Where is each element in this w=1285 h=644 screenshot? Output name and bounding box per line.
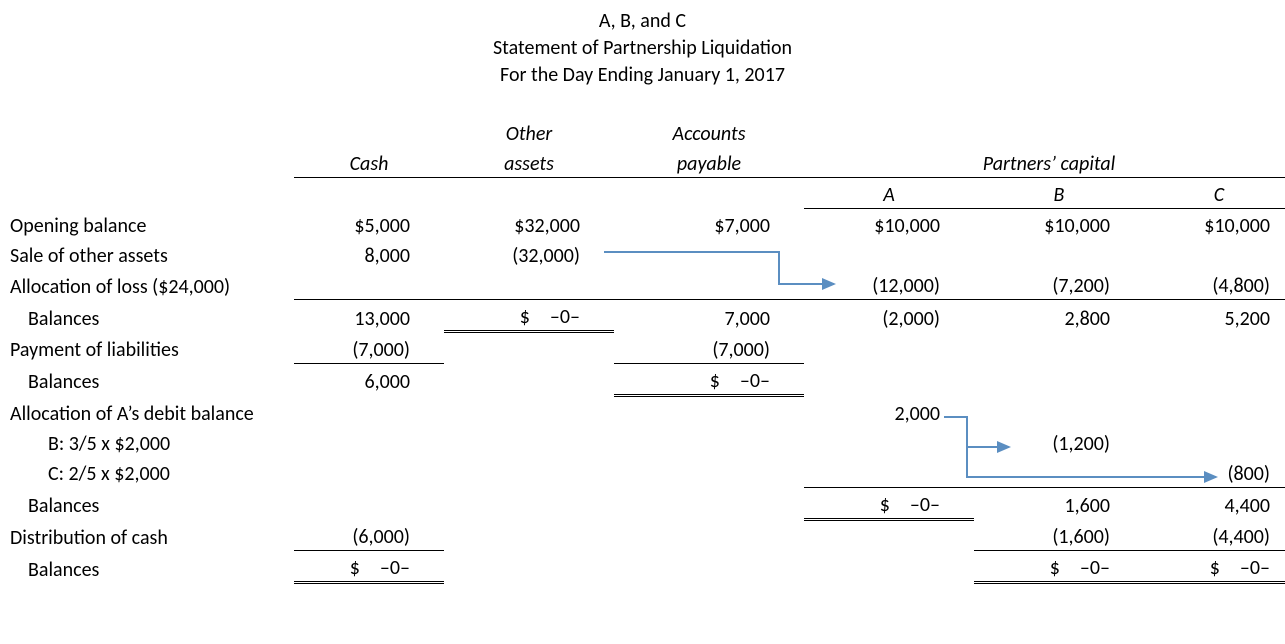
B: 2,800 xyxy=(974,300,1144,332)
row-pay-liab: Payment of liabilities (7,000) (7,000) xyxy=(4,332,1285,364)
A: $ –0– xyxy=(804,487,974,519)
C: (800) xyxy=(1144,457,1285,488)
col-ap-l1: Accounts xyxy=(614,117,804,147)
col-partners-capital: Partners’ capital xyxy=(804,147,1285,178)
row-dist: Distribution of cash (6,000) (1,600) (4,… xyxy=(4,519,1285,551)
cash: 8,000 xyxy=(294,239,444,269)
ap: 7,000 xyxy=(614,300,804,332)
header-line-2: Statement of Partnership Liquidation xyxy=(4,35,1281,62)
label: Sale of other assets xyxy=(4,239,294,269)
row-bal4: Balances $ –0– $ –0– $ –0– xyxy=(4,551,1285,583)
C: $10,000 xyxy=(1144,209,1285,240)
col-other-assets-l1: Other xyxy=(444,117,614,147)
col-B: B xyxy=(974,178,1144,209)
C: $ –0– xyxy=(1144,551,1285,583)
cash: 6,000 xyxy=(294,363,444,395)
label: B: 3/5 x $2,000 xyxy=(4,427,294,457)
col-other-assets-l2: assets xyxy=(444,147,614,178)
cash: 13,000 xyxy=(294,300,444,332)
row-alloc-B: B: 3/5 x $2,000 (1,200) xyxy=(4,427,1285,457)
A: $10,000 xyxy=(804,209,974,240)
other: (32,000) xyxy=(444,239,614,269)
A: (2,000) xyxy=(804,300,974,332)
cash: (7,000) xyxy=(294,332,444,364)
B: (1,600) xyxy=(974,519,1144,551)
row-opening: Opening balance $5,000 $32,000 $7,000 $1… xyxy=(4,209,1285,240)
cash: (6,000) xyxy=(294,519,444,551)
row-alloc-C: C: 2/5 x $2,000 (800) xyxy=(4,457,1285,488)
label: Allocation of A’s debit balance xyxy=(4,395,294,427)
ap: $ –0– xyxy=(614,363,804,395)
col-header-row-1: Other Accounts xyxy=(4,117,1285,147)
B: $10,000 xyxy=(974,209,1144,240)
ap: $7,000 xyxy=(614,209,804,240)
header-line-3: For the Day Ending January 1, 2017 xyxy=(4,62,1281,89)
other: $32,000 xyxy=(444,209,614,240)
C: (4,400) xyxy=(1144,519,1285,551)
other: $ –0– xyxy=(444,300,614,332)
label: Balances xyxy=(4,487,294,519)
label: Allocation of loss ($24,000) xyxy=(4,269,294,300)
A: (12,000) xyxy=(804,269,974,300)
ap: (7,000) xyxy=(614,332,804,364)
label: Opening balance xyxy=(4,209,294,240)
col-C: C xyxy=(1144,178,1285,209)
C: 4,400 xyxy=(1144,487,1285,519)
label: Balances xyxy=(4,300,294,332)
row-sale: Sale of other assets 8,000 (32,000) xyxy=(4,239,1285,269)
col-header-row-2: Cash assets payable Partners’ capital xyxy=(4,147,1285,178)
row-alloc-A: Allocation of A’s debit balance 2,000 xyxy=(4,395,1285,427)
B: (1,200) xyxy=(974,427,1144,457)
col-ap-l2: payable xyxy=(614,147,804,178)
label: C: 2/5 x $2,000 xyxy=(4,457,294,488)
A: 2,000 xyxy=(804,395,974,427)
header-line-1: A, B, and C xyxy=(4,8,1281,35)
row-bal1: Balances 13,000 $ –0– 7,000 (2,000) 2,80… xyxy=(4,300,1285,332)
label: Payment of liabilities xyxy=(4,332,294,364)
row-alloc-loss: Allocation of loss ($24,000) (12,000) (7… xyxy=(4,269,1285,300)
liquidation-table: Other Accounts Cash assets payable Partn… xyxy=(4,117,1285,584)
label: Balances xyxy=(4,363,294,395)
B: (7,200) xyxy=(974,269,1144,300)
statement-table-wrap: Other Accounts Cash assets payable Partn… xyxy=(4,117,1281,584)
row-bal3: Balances $ –0– 1,600 4,400 xyxy=(4,487,1285,519)
col-A: A xyxy=(804,178,974,209)
statement-header: A, B, and C Statement of Partnership Liq… xyxy=(4,8,1281,89)
B: 1,600 xyxy=(974,487,1144,519)
cash: $5,000 xyxy=(294,209,444,240)
cash: $ –0– xyxy=(294,551,444,583)
col-cash: Cash xyxy=(294,147,444,178)
row-bal2: Balances 6,000 $ –0– xyxy=(4,363,1285,395)
C: (4,800) xyxy=(1144,269,1285,300)
B: $ –0– xyxy=(974,551,1144,583)
label: Distribution of cash xyxy=(4,519,294,551)
col-header-row-3: A B C xyxy=(4,178,1285,209)
C: 5,200 xyxy=(1144,300,1285,332)
label: Balances xyxy=(4,551,294,583)
